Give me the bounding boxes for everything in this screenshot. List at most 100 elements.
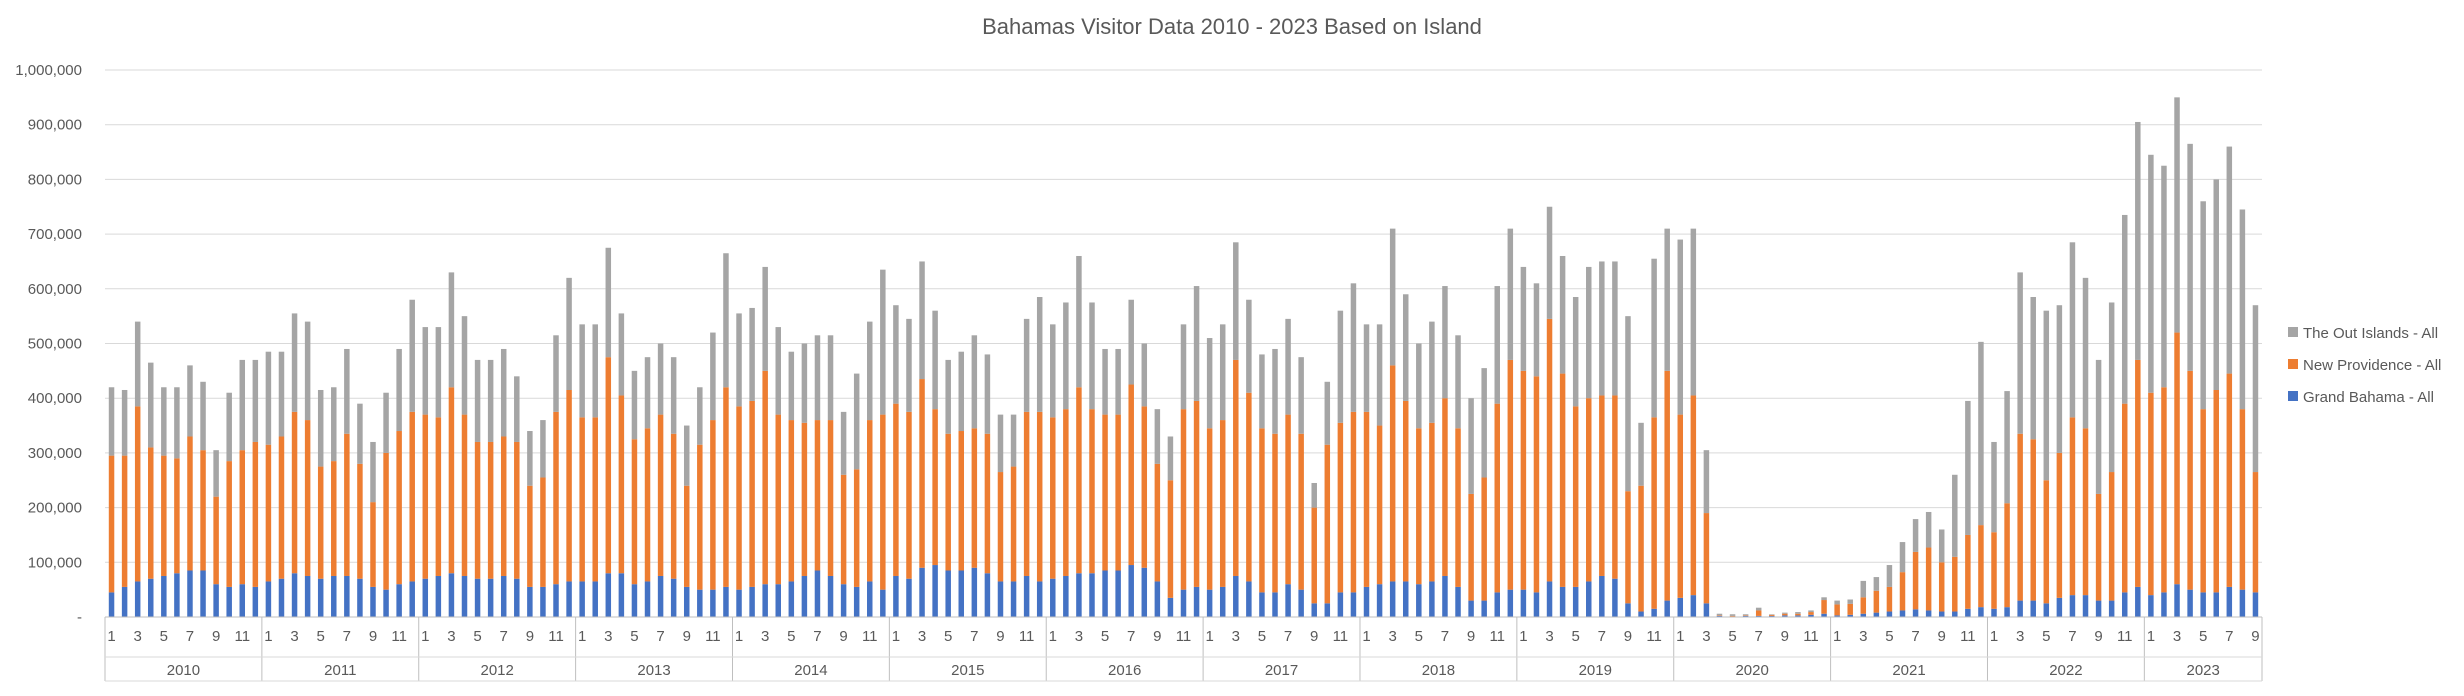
bar-segment xyxy=(1233,359,1239,576)
x-month-tick-label: 7 xyxy=(2225,628,2233,645)
bar-segment xyxy=(252,441,259,587)
x-month-tick-label: 11 xyxy=(234,628,250,645)
bar-segment xyxy=(1677,597,1684,617)
bar-segment xyxy=(1311,507,1317,604)
legend-swatch xyxy=(2288,327,2298,337)
bar-segment xyxy=(2121,403,2128,593)
x-month-tick-label: 1 xyxy=(578,628,586,645)
bar-segment xyxy=(2004,503,2010,608)
bar-segment xyxy=(1782,615,1788,617)
bar-segment xyxy=(317,389,324,467)
x-month-tick-label: 3 xyxy=(1075,628,1083,645)
bar-segment xyxy=(605,247,612,358)
x-month-tick-label: 3 xyxy=(134,628,142,645)
bar-segment xyxy=(906,318,912,412)
x-month-tick-label: 3 xyxy=(1702,628,1710,645)
bar-segment xyxy=(1036,411,1043,582)
bar-segment xyxy=(357,578,363,617)
bar-segment xyxy=(566,277,572,390)
x-month-tick-label: 7 xyxy=(656,628,664,645)
bar-segment xyxy=(540,420,546,478)
bar-segment xyxy=(108,455,115,593)
bar-segment xyxy=(1180,324,1187,410)
x-month-tick-label: 1 xyxy=(107,628,115,645)
bar-segment xyxy=(2252,592,2259,617)
bar-segment xyxy=(657,343,664,415)
bar-segment xyxy=(265,351,272,445)
bar-segment xyxy=(2200,201,2206,410)
bar-segment xyxy=(1455,428,1461,587)
bar-segment xyxy=(2226,373,2233,587)
bar-segment xyxy=(1978,525,1984,608)
x-year-label: 2010 xyxy=(167,662,200,679)
bar-segment xyxy=(2135,586,2141,617)
bar-segment xyxy=(1677,414,1684,598)
bar-segment xyxy=(1965,534,1971,609)
bar-segment xyxy=(1076,573,1082,617)
bar-segment xyxy=(932,310,938,410)
x-month-tick-label: 9 xyxy=(2094,628,2102,645)
x-month-tick-label: 1 xyxy=(264,628,272,645)
bar-segment xyxy=(906,411,912,579)
bar-segment xyxy=(893,403,899,576)
bar-segment xyxy=(2043,310,2050,481)
x-month-tick-label: 5 xyxy=(2199,628,2207,645)
bar-segment xyxy=(344,575,350,617)
bar-segment xyxy=(461,575,468,617)
bar-segment xyxy=(527,586,533,617)
bar-segment xyxy=(500,436,507,576)
bar-segment xyxy=(514,441,520,579)
bar-segment xyxy=(1899,542,1906,573)
bar-segment xyxy=(553,584,559,617)
x-month-tick-label: 11 xyxy=(1646,628,1662,645)
bar-segment xyxy=(1821,613,1827,617)
bar-segment xyxy=(2174,332,2180,585)
bar-segment xyxy=(1886,565,1893,587)
bar-segment xyxy=(1023,318,1030,412)
bar-segment xyxy=(409,581,415,617)
bar-segment xyxy=(1402,400,1409,582)
bar-segment xyxy=(1507,359,1514,590)
bar-segment xyxy=(187,570,193,617)
bar-segment xyxy=(631,370,638,440)
bar-segment xyxy=(383,392,389,453)
bar-segment xyxy=(1625,491,1631,604)
x-year-label: 2022 xyxy=(2049,662,2082,679)
bar-segment xyxy=(304,575,311,617)
x-month-tick-label: 1 xyxy=(892,628,900,645)
bar-segment xyxy=(1586,266,1592,399)
y-tick-label: 800,000 xyxy=(28,171,82,188)
bar-segment xyxy=(1416,428,1422,585)
bar-segment xyxy=(1742,614,1749,616)
bar-segment xyxy=(1860,613,1867,617)
bar-segment xyxy=(683,485,690,587)
x-month-tick-label: 9 xyxy=(526,628,534,645)
bar-segment xyxy=(291,573,298,617)
bar-segment xyxy=(1063,409,1069,576)
bar-segment xyxy=(1285,318,1291,415)
bar-segment xyxy=(1533,376,1540,593)
bar-segment xyxy=(1821,597,1827,601)
x-month-tick-label: 9 xyxy=(1938,628,1946,645)
bar-segment xyxy=(514,376,520,442)
bar-segment xyxy=(291,313,298,412)
bar-segment xyxy=(2004,391,2010,504)
bar-segment xyxy=(1128,384,1134,566)
bar-segment xyxy=(344,348,350,434)
bar-segment xyxy=(2161,387,2167,593)
bar-segment xyxy=(1102,570,1108,617)
bar-segment xyxy=(1860,597,1867,614)
bar-segment xyxy=(474,359,481,442)
bar-segment xyxy=(775,327,781,415)
bar-segment xyxy=(148,447,154,579)
bar-segment xyxy=(1089,573,1095,617)
bar-segment xyxy=(1389,581,1396,617)
bar-segment xyxy=(1481,477,1487,601)
x-month-tick-label: 9 xyxy=(1467,628,1475,645)
bar-segment xyxy=(553,335,559,412)
bar-segment xyxy=(1429,321,1435,423)
bar-segment xyxy=(736,406,742,590)
bar-segment xyxy=(893,575,899,617)
bar-segment xyxy=(1285,584,1291,617)
